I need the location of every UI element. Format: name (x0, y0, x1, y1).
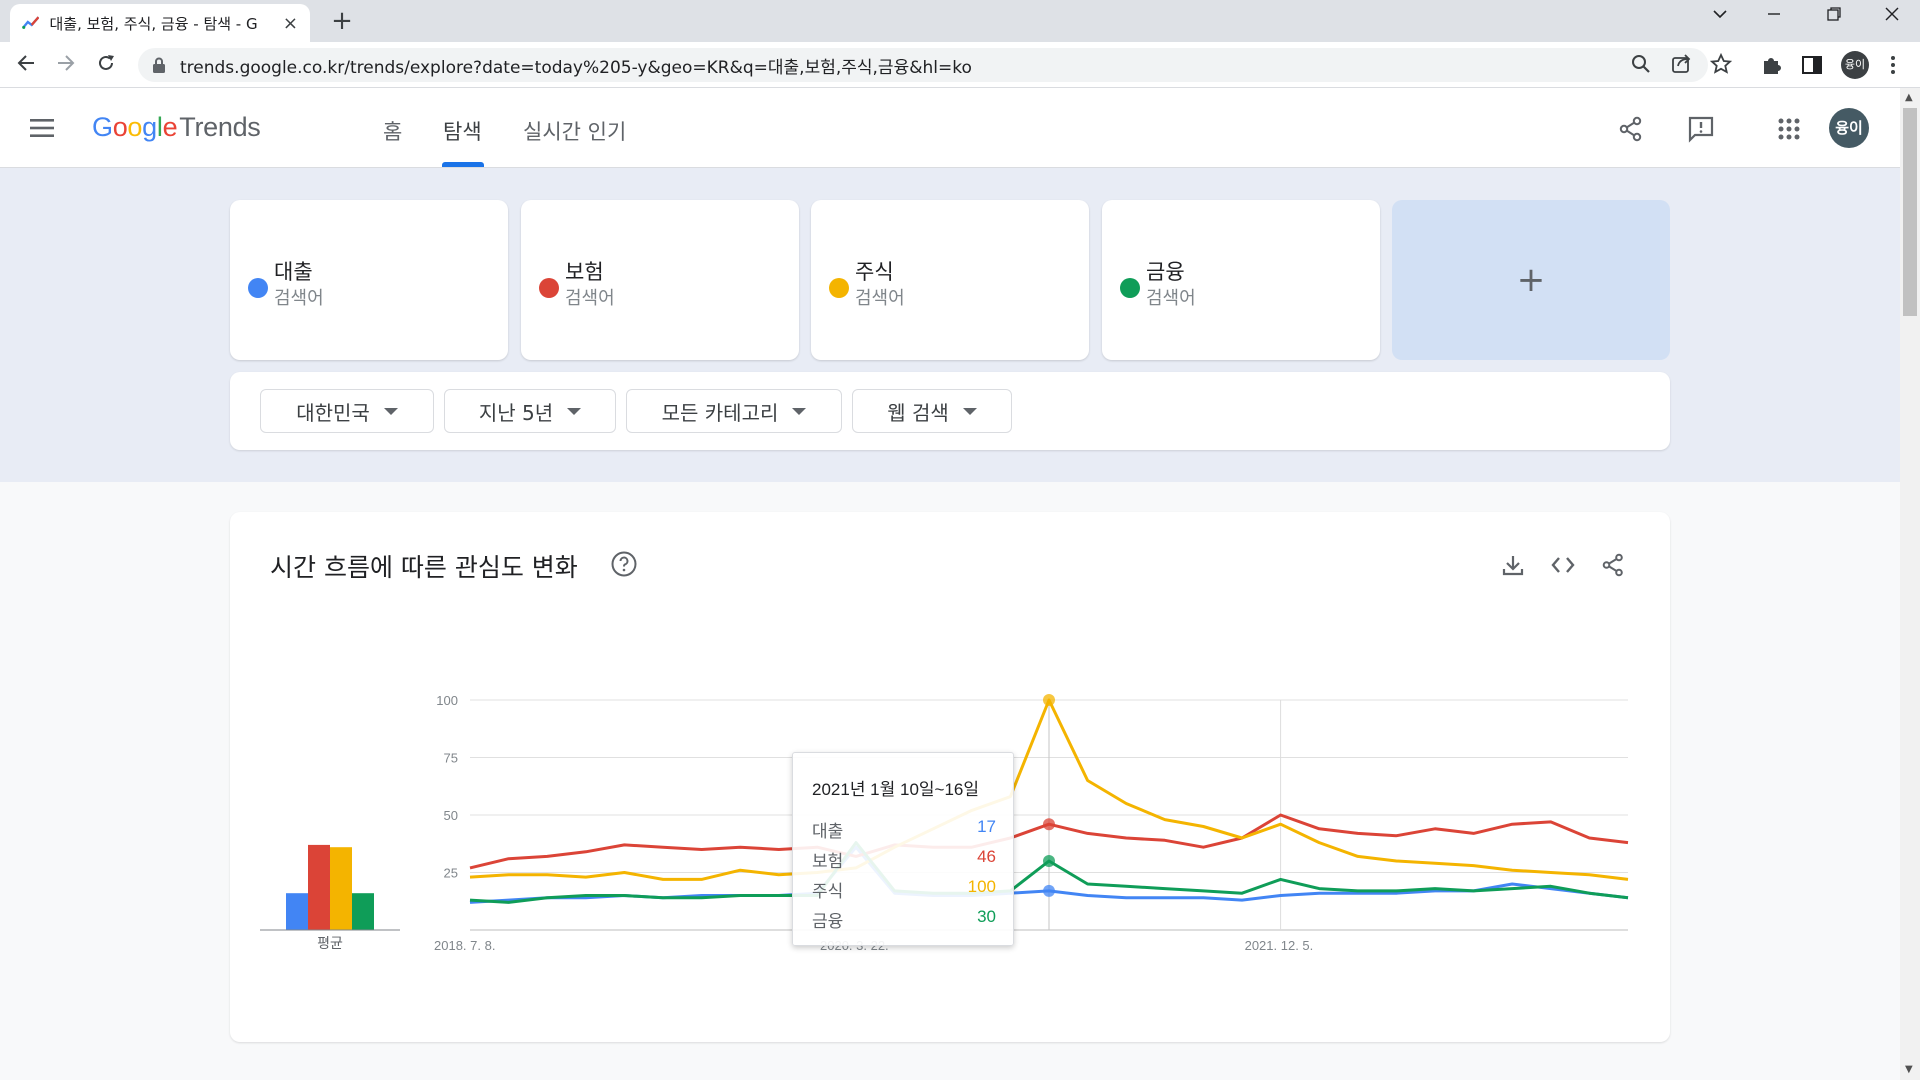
dropdown-caret-icon (567, 407, 582, 415)
term-type: 검색어 (274, 288, 324, 309)
address-url: trends.google.co.kr/trends/explore?date=… (180, 57, 972, 78)
browser-tab[interactable]: 대출, 보험, 주식, 금융 - 탐색 - G × (10, 4, 310, 42)
tab-search-icon[interactable] (1700, 6, 1740, 27)
bookmark-star-icon[interactable] (1706, 49, 1736, 79)
logo-google-text: Google (92, 112, 178, 142)
side-panel-icon[interactable] (1799, 52, 1825, 78)
back-icon[interactable] (12, 52, 40, 80)
search-type-filter-label: 웹 검색 (887, 400, 949, 425)
logo-letter: o (127, 112, 143, 142)
term-card-finance[interactable]: 금융 검색어 (1102, 200, 1380, 360)
restore-icon[interactable] (1814, 6, 1854, 27)
term-color-dot (829, 278, 849, 298)
new-tab-icon[interactable]: + (331, 6, 353, 36)
period-filter-dropdown[interactable]: 지난 5년 (444, 389, 616, 433)
chart-tooltip: 2021년 1월 10일~16일 대출 17 보험 46 주식 100 금융 30 (792, 752, 1014, 946)
tooltip-row-loan: 대출 17 (812, 817, 996, 842)
tooltip-value: 100 (967, 877, 996, 896)
scrollbar-thumb[interactable] (1903, 108, 1917, 316)
dropdown-caret-icon (962, 407, 977, 415)
trends-header: GoogleTrends 홈 탐색 실시간 인기 융이 (0, 88, 1900, 168)
extensions-icon[interactable] (1759, 52, 1785, 78)
term-type: 검색어 (855, 288, 905, 309)
browser-profile-avatar[interactable]: 융이 (1841, 51, 1869, 79)
term-color-dot (539, 278, 559, 298)
tooltip-value: 46 (977, 847, 996, 866)
share-page-icon[interactable] (1666, 49, 1696, 79)
add-comparison-button[interactable]: + (1392, 200, 1670, 360)
term-card-loan[interactable]: 대출 검색어 (230, 200, 508, 360)
tooltip-term: 주식 (812, 882, 844, 901)
term-name[interactable]: 금융 (1146, 260, 1185, 284)
term-card-stock[interactable]: 주식 검색어 (811, 200, 1089, 360)
region-filter-dropdown[interactable]: 대한민국 (260, 389, 434, 433)
download-csv-icon[interactable] (1500, 552, 1526, 578)
term-color-dot (248, 278, 268, 298)
account-avatar[interactable]: 융이 (1829, 108, 1869, 148)
chart-section-title: 시간 흐름에 따른 관심도 변화 (270, 553, 578, 582)
browser-tab-bar: 대출, 보험, 주식, 금융 - 탐색 - G × + (0, 0, 1920, 42)
tooltip-term: 대출 (812, 822, 844, 841)
dropdown-caret-icon (383, 407, 398, 415)
address-bar[interactable]: trends.google.co.kr/trends/explore?date=… (138, 48, 1708, 82)
feedback-icon[interactable] (1686, 114, 1716, 144)
embed-code-icon[interactable] (1550, 552, 1576, 578)
browser-tab-title: 대출, 보험, 주식, 금융 - 탐색 - G (49, 14, 258, 33)
help-icon[interactable] (610, 550, 638, 578)
period-filter-label: 지난 5년 (478, 400, 554, 425)
chart-share-icon[interactable] (1600, 552, 1626, 578)
apps-grid-icon[interactable] (1774, 114, 1804, 144)
window-close-icon[interactable] (1872, 6, 1912, 27)
category-filter-dropdown[interactable]: 모든 카테고리 (626, 389, 842, 433)
tab-close-icon[interactable]: × (282, 12, 298, 34)
term-name[interactable]: 주식 (855, 260, 894, 284)
scroll-down-arrow-icon[interactable]: ▼ (1905, 1064, 1913, 1075)
minimize-icon[interactable] (1754, 6, 1794, 27)
term-type: 검색어 (565, 288, 615, 309)
logo-letter: G (92, 112, 113, 142)
browser-toolbar: trends.google.co.kr/trends/explore?date=… (0, 42, 1920, 88)
share-icon[interactable] (1616, 114, 1646, 144)
tooltip-value: 17 (977, 817, 996, 836)
browser-menu-icon[interactable] (1880, 52, 1906, 78)
nav-explore[interactable]: 탐색 (443, 120, 482, 144)
tooltip-date: 2021년 1월 10일~16일 (812, 780, 980, 799)
logo-letter: e (162, 112, 178, 142)
term-type: 검색어 (1146, 288, 1196, 309)
main-menu-icon[interactable] (30, 118, 56, 138)
term-name[interactable]: 대출 (274, 260, 313, 284)
forward-icon[interactable] (52, 52, 80, 80)
logo-letter: o (112, 112, 128, 142)
trends-favicon-icon (22, 16, 40, 29)
tooltip-row-stock: 주식 100 (812, 877, 996, 902)
logo-letter: l (156, 112, 163, 142)
reload-icon[interactable] (92, 52, 120, 80)
category-filter-label: 모든 카테고리 (661, 400, 779, 425)
tooltip-value: 30 (977, 907, 996, 926)
search-type-filter-dropdown[interactable]: 웹 검색 (852, 389, 1012, 433)
tooltip-row-insurance: 보험 46 (812, 847, 996, 872)
google-trends-logo[interactable]: GoogleTrends (92, 112, 261, 143)
scroll-up-arrow-icon[interactable]: ▲ (1905, 92, 1913, 103)
filter-bar: 대한민국 지난 5년 모든 카테고리 웹 검색 (230, 372, 1670, 450)
logo-letter: g (142, 112, 157, 142)
term-card-insurance[interactable]: 보험 검색어 (521, 200, 799, 360)
tooltip-term: 금융 (812, 912, 844, 931)
dropdown-caret-icon (792, 407, 807, 415)
lock-icon (153, 57, 165, 73)
logo-trends-text: Trends (179, 112, 261, 142)
nav-trending-now[interactable]: 실시간 인기 (523, 120, 627, 144)
nav-active-indicator (442, 162, 484, 167)
nav-home[interactable]: 홈 (383, 120, 403, 144)
term-color-dot (1120, 278, 1140, 298)
zoom-search-icon[interactable] (1626, 49, 1656, 79)
tooltip-row-finance: 금융 30 (812, 907, 996, 932)
term-name[interactable]: 보험 (565, 260, 604, 284)
page-scrollbar[interactable] (1900, 88, 1920, 1080)
tooltip-term: 보험 (812, 852, 844, 871)
region-filter-label: 대한민국 (296, 400, 370, 425)
